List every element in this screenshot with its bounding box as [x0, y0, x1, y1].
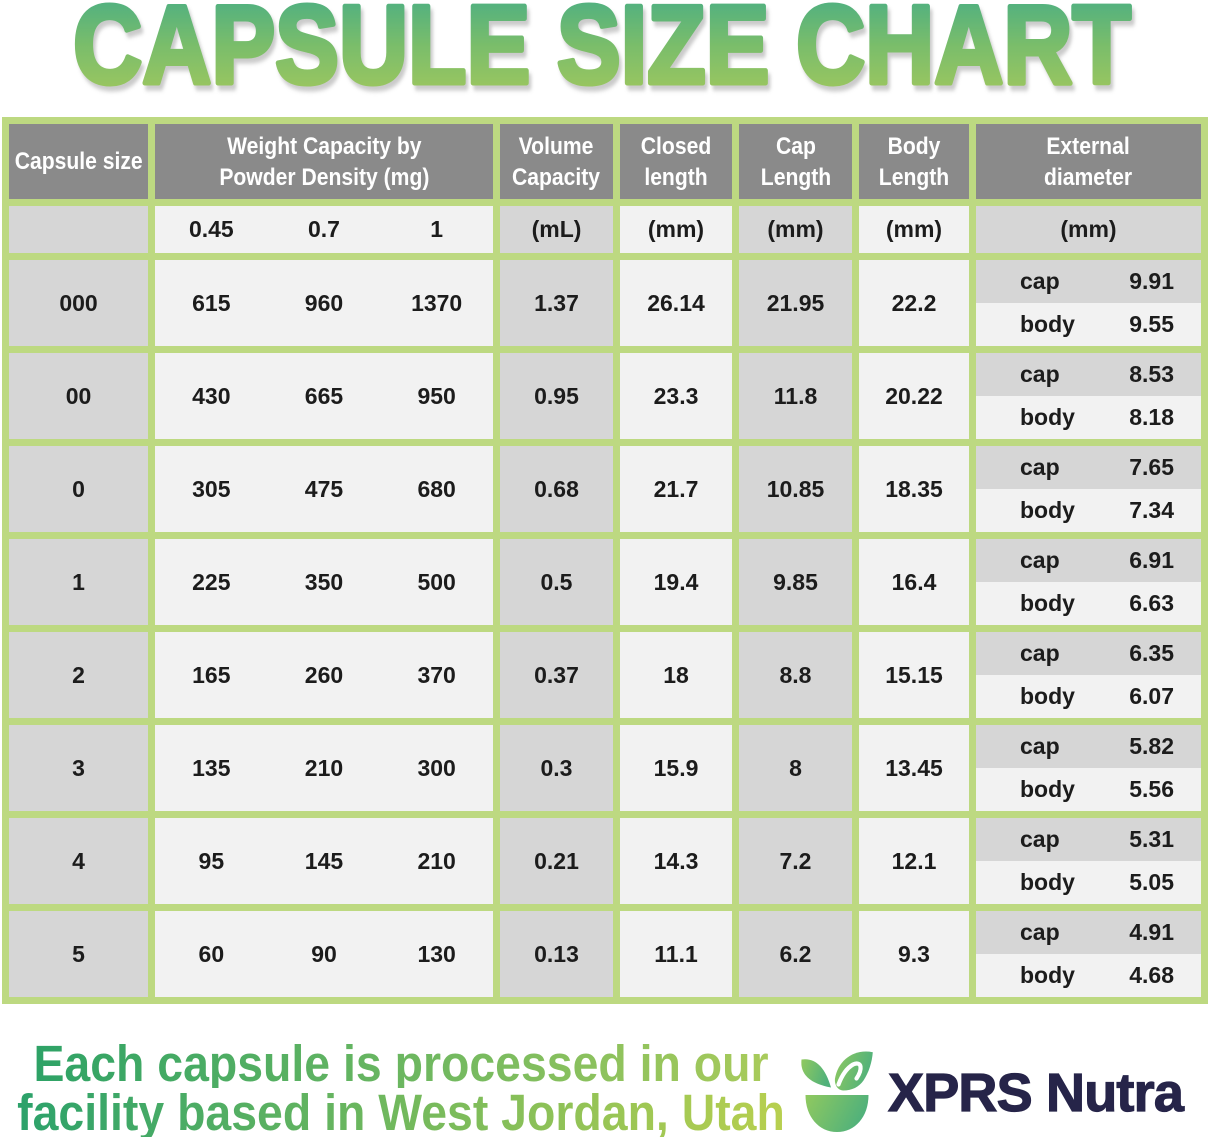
svg-text:CAPSULE SIZE CHART: CAPSULE SIZE CHART	[73, 0, 1131, 107]
